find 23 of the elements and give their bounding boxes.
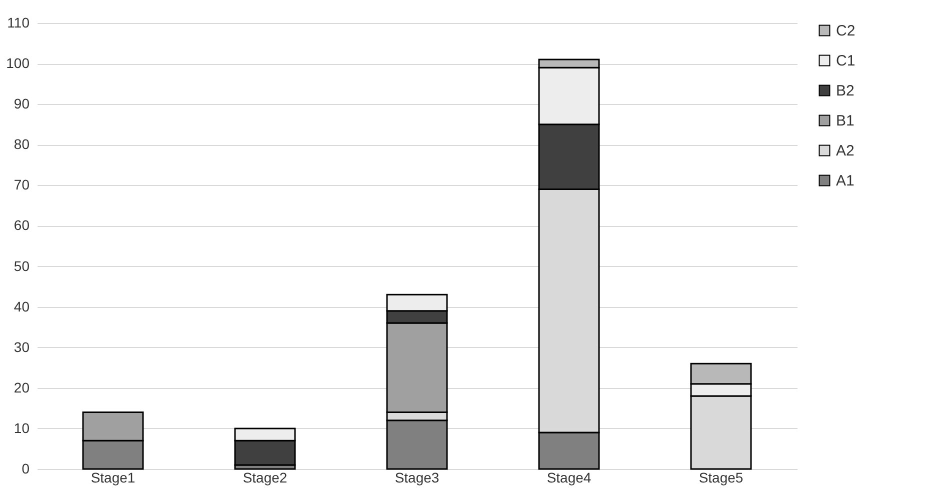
- legend-label: C1: [836, 52, 856, 70]
- x-tick-label: Stage5: [698, 470, 744, 486]
- legend-label: B1: [836, 112, 854, 130]
- y-tick-label: 0: [22, 460, 30, 476]
- x-tick-label: Stage4: [546, 470, 592, 486]
- y-tick-label: 110: [7, 14, 30, 30]
- y-tick-label: 60: [14, 217, 30, 234]
- y-tick-label: 90: [14, 96, 30, 112]
- y-tick-label: 30: [14, 338, 30, 355]
- y-tick-label: 20: [14, 379, 30, 396]
- y-tick-label: 50: [14, 258, 30, 274]
- y-tick-label: 10: [14, 420, 30, 436]
- legend-label: A2: [836, 142, 854, 160]
- y-tick-label: 70: [14, 176, 30, 193]
- y-tick-label: 100: [6, 55, 30, 72]
- y-tick-label: 80: [14, 136, 30, 152]
- x-tick-label: Stage3: [394, 470, 440, 486]
- legend-label: B2: [836, 82, 854, 100]
- legend-label: C2: [836, 22, 856, 40]
- x-tick-label: Stage1: [90, 470, 136, 486]
- x-tick-label: Stage2: [242, 470, 288, 486]
- y-tick-label: 40: [14, 298, 30, 314]
- legend-label: A1: [836, 172, 854, 190]
